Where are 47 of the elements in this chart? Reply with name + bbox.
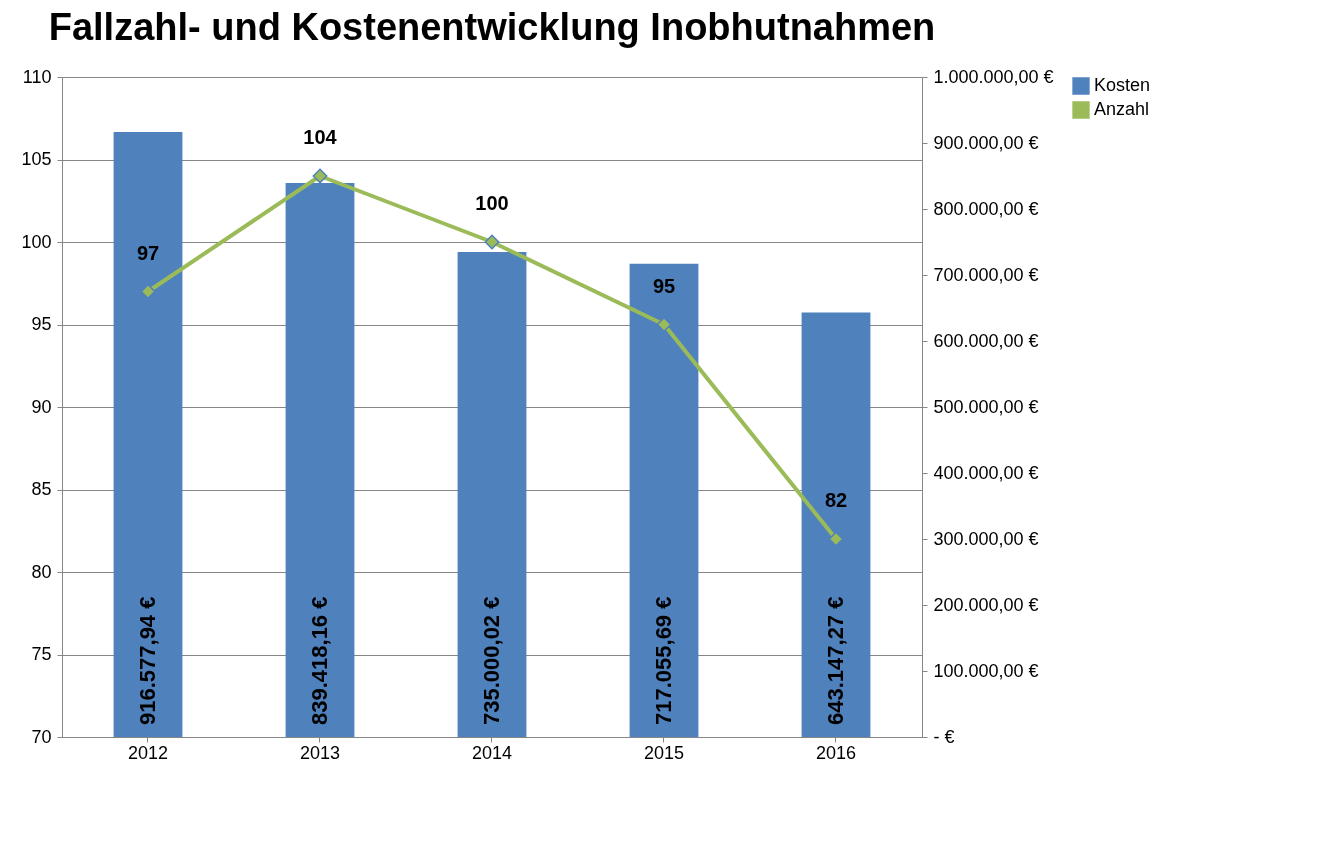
data-label: 97 xyxy=(136,241,160,264)
y-tick-label: 105 xyxy=(21,149,52,169)
y2-tick-label: 1.000.000,00 € xyxy=(933,66,1054,87)
y-tick-label: 80 xyxy=(31,561,52,582)
y-tick-label: 75 xyxy=(31,644,52,664)
y2-tick-label: 900.000,00 € xyxy=(933,132,1039,153)
bar xyxy=(801,312,871,737)
legend-label: Kosten xyxy=(1094,75,1151,95)
y2-tick-label: 600.000,00 € xyxy=(933,330,1039,351)
point xyxy=(140,284,156,299)
point xyxy=(828,531,844,547)
y2-tick-label: 300.000,00 € xyxy=(933,528,1039,549)
y2-tick-label: 100.000,00 € xyxy=(933,660,1039,681)
point xyxy=(312,168,328,184)
y-tick-label: 100 xyxy=(21,231,52,252)
data-label: 95 xyxy=(652,274,676,297)
y-tick-label: 85 xyxy=(31,479,52,499)
data-label: 104 xyxy=(303,126,338,148)
y2-tick-label: 700.000,00 € xyxy=(933,264,1039,285)
bar xyxy=(113,132,183,737)
data-label: 82 xyxy=(824,489,848,511)
y-tick-label: 90 xyxy=(31,396,52,417)
y2-tick-label: 800.000,00 € xyxy=(933,198,1039,219)
y2-tick-label: - € xyxy=(933,726,955,747)
x-tick-label: 2016 xyxy=(815,742,857,763)
point xyxy=(656,317,672,332)
x-tick-label: 2012 xyxy=(127,742,169,763)
y2-tick-label: 200.000,00 € xyxy=(933,594,1039,615)
chart-title: Fallzahl- und Kostenentwicklung Inobhutnahmen xyxy=(48,6,936,48)
x-tick-label: 2014 xyxy=(471,742,513,763)
legend-label: Anzahl xyxy=(1094,99,1150,119)
point xyxy=(484,234,500,250)
data-label: 735.000,02 € xyxy=(479,596,504,725)
data-label: 100 xyxy=(475,192,509,214)
x-tick-label: 2013 xyxy=(299,742,341,763)
y2-tick-label: 500.000,00 € xyxy=(933,396,1039,417)
y-tick-label: 95 xyxy=(31,314,52,334)
y-tick-label: 70 xyxy=(31,726,52,747)
data-label: 916.577,94 € xyxy=(135,596,160,725)
x-tick-label: 2015 xyxy=(643,742,685,763)
data-label: 717.055,69 € xyxy=(651,596,676,725)
y2-tick-label: 400.000,00 € xyxy=(933,462,1039,483)
data-label: 839.418,16 € xyxy=(307,596,332,725)
y-tick-label: 110 xyxy=(22,66,52,87)
bar xyxy=(457,251,527,737)
bar xyxy=(629,263,699,737)
data-label: 643.147,27 € xyxy=(823,596,848,725)
